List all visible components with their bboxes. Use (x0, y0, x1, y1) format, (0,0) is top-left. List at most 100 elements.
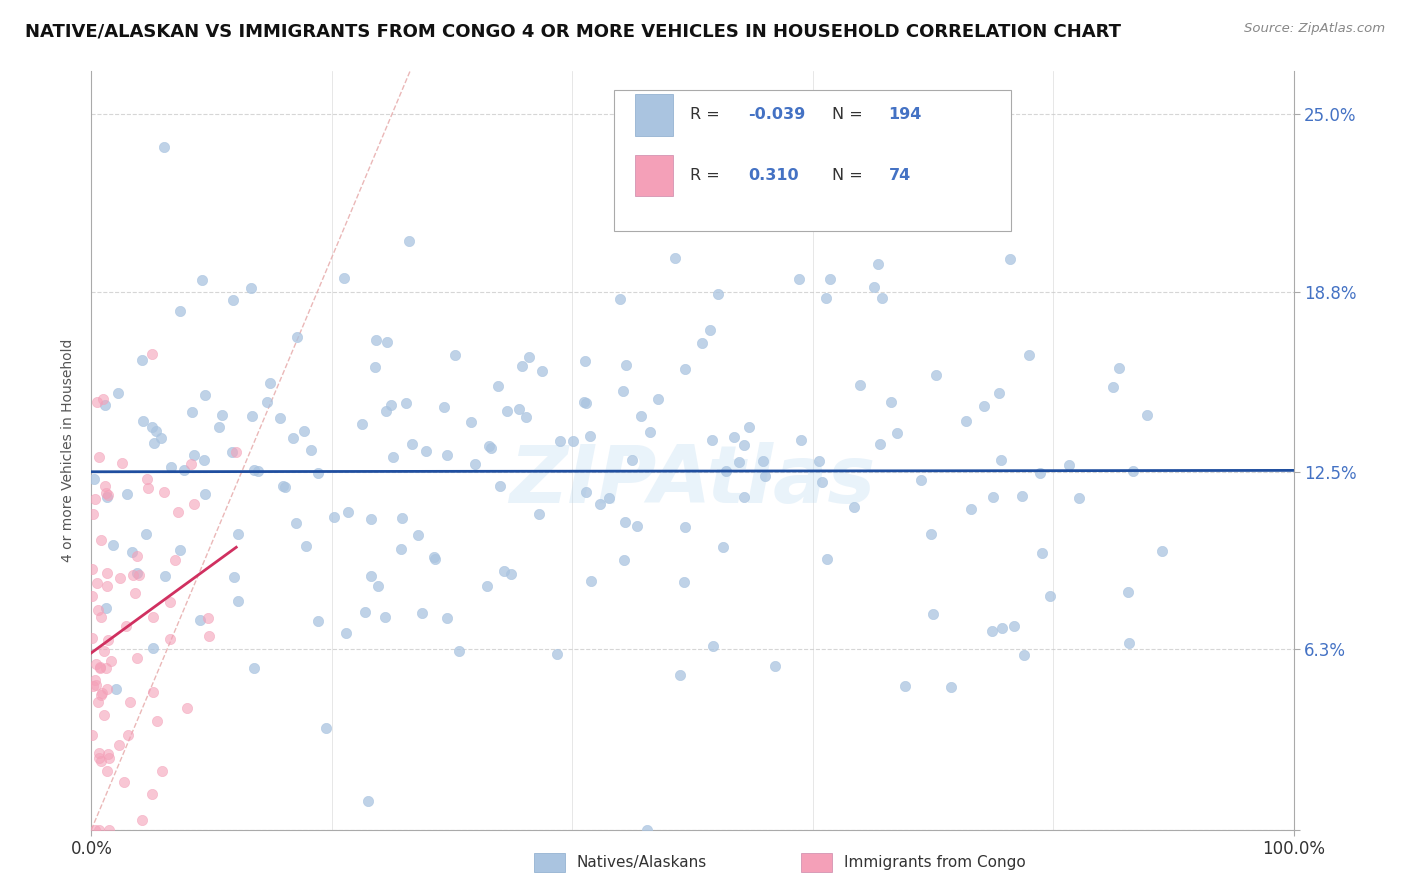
Point (87, 746, 110, 760)
Point (374, 404, 396, 418)
Point (433, 400, 456, 414)
Point (626, 518, 648, 533)
Point (152, 140, 174, 154)
Point (125, 651, 148, 665)
Point (87, 450, 110, 464)
Point (83, 472, 105, 486)
Point (97, 751, 120, 765)
Point (374, 610, 396, 624)
Point (145, 424, 167, 438)
Point (322, 510, 344, 524)
Point (97, 488, 120, 502)
Point (991, 621, 1014, 635)
Point (121, 545, 143, 559)
Point (110, 571, 132, 585)
Point (988, 385, 1011, 400)
Point (141, 420, 163, 434)
Point (93, 644, 115, 658)
Point (242, 661, 264, 675)
Point (389, 541, 412, 556)
Point (478, 439, 501, 453)
Point (398, 234, 420, 248)
Point (159, 595, 181, 609)
Point (146, 714, 169, 728)
Point (159, 632, 181, 646)
Point (699, 323, 721, 337)
Point (357, 794, 380, 808)
Point (136, 472, 159, 486)
Point (141, 347, 163, 361)
Point (515, 410, 537, 425)
Point (360, 569, 382, 583)
Point (180, 457, 202, 471)
Point (1011, 489, 1033, 503)
Point (103, 539, 125, 553)
Point (588, 497, 610, 511)
Point (128, 567, 150, 582)
Point (82, 507, 104, 521)
Point (364, 333, 387, 347)
Point (337, 505, 360, 519)
Point (960, 502, 983, 516)
Point (447, 644, 470, 658)
Point (97, 633, 120, 648)
Point (1018, 348, 1040, 362)
Point (274, 480, 297, 494)
Point (80, 589, 103, 603)
Bar (634, 155, 673, 196)
Point (922, 607, 945, 621)
Point (284, 516, 307, 530)
Point (614, 358, 637, 372)
Point (194, 487, 217, 501)
Point (352, 417, 374, 431)
Point (1039, 589, 1062, 603)
Point (863, 279, 886, 293)
Point (124, 586, 146, 600)
Point (489, 479, 512, 493)
Point (96, 681, 118, 696)
Point (150, 764, 173, 778)
Point (842, 500, 865, 515)
Text: 194: 194 (889, 107, 922, 122)
Point (166, 505, 188, 519)
Point (1118, 636, 1140, 650)
Point (194, 388, 217, 402)
Point (501, 567, 523, 582)
Point (112, 774, 135, 789)
Point (790, 433, 813, 447)
Point (239, 281, 262, 295)
Point (763, 658, 786, 673)
Point (664, 251, 686, 265)
Point (142, 610, 165, 624)
Point (1108, 360, 1130, 375)
Point (939, 680, 962, 694)
Point (598, 491, 620, 505)
Point (436, 611, 458, 625)
Point (160, 459, 183, 474)
Point (1067, 491, 1090, 506)
Point (96, 566, 118, 580)
Point (496, 404, 519, 418)
Point (647, 392, 669, 407)
Text: -0.039: -0.039 (748, 107, 806, 122)
Point (460, 415, 482, 429)
Point (127, 566, 149, 581)
Point (100, 654, 122, 668)
Point (894, 679, 917, 693)
Point (169, 543, 191, 558)
Text: N =: N = (832, 107, 868, 122)
Point (82, 631, 104, 645)
Point (382, 450, 405, 464)
Point (868, 256, 890, 270)
Point (90, 688, 112, 702)
Point (1150, 543, 1173, 558)
Point (91, 392, 114, 406)
Text: ZIPAtlas: ZIPAtlas (509, 442, 876, 520)
Point (401, 437, 423, 451)
Point (120, 695, 142, 709)
Point (89, 659, 111, 673)
Text: N =: N = (832, 168, 868, 183)
Point (714, 464, 737, 478)
Point (283, 431, 305, 445)
Point (869, 437, 891, 451)
